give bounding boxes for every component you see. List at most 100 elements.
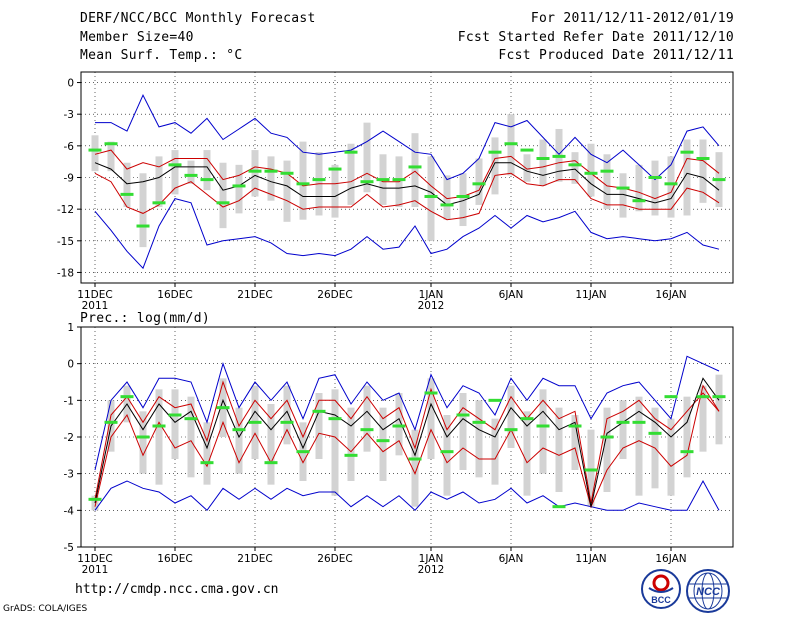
source-url[interactable]: http://cmdp.ncc.cma.gov.cn (75, 582, 279, 597)
ensemble-box (715, 374, 723, 445)
series-line-min (94, 198, 720, 270)
median-marker (392, 178, 406, 182)
variable-label: Mean Surf. Temp.: °C (80, 48, 243, 63)
median-marker (152, 424, 166, 428)
ensemble-box (667, 156, 675, 218)
ensemble-box (587, 143, 595, 197)
series-line-min (94, 479, 720, 512)
median-marker (120, 192, 134, 196)
ensemble-box (379, 407, 387, 481)
ensemble-box (683, 139, 691, 216)
ensemble-box (523, 411, 531, 496)
median-marker (344, 453, 358, 457)
median-marker (136, 224, 150, 228)
median-marker (696, 157, 710, 161)
series-line-max (95, 94, 720, 181)
median-marker (312, 409, 326, 413)
median-marker (552, 154, 566, 158)
median-marker (520, 148, 534, 152)
ensemble-box (443, 175, 451, 220)
ensemble-box (395, 393, 403, 456)
y-tick-label: -1 (64, 395, 74, 407)
ensemble-box (491, 418, 499, 485)
median-marker (488, 398, 502, 402)
ensemble-box (315, 393, 323, 459)
fcst-produced-date: Fcst Produced Date 2011/12/11 (498, 48, 734, 63)
ensemble-box (139, 411, 147, 474)
median-marker (280, 420, 294, 424)
ensemble-box (651, 160, 659, 216)
median-marker (168, 163, 182, 167)
ensemble-box (459, 173, 467, 227)
series-line-mean (94, 377, 720, 507)
median-marker (408, 165, 422, 169)
series-line-upper (94, 380, 720, 504)
x-tick-label: 1JAN (419, 553, 444, 565)
x-tick-year: 2011 (82, 300, 109, 312)
y-tick-label: -5 (64, 542, 74, 554)
ensemble-box (699, 139, 707, 203)
y-tick-label: -12 (57, 204, 74, 216)
x-tick-label: 16DEC (157, 289, 192, 301)
ensemble-box (683, 396, 691, 478)
x-tick-label: 16JAN (655, 289, 686, 301)
median-marker (664, 395, 678, 399)
median-marker (200, 178, 214, 182)
forecast-period: For 2011/12/11-2012/01/19 (530, 11, 734, 26)
median-marker (88, 497, 102, 501)
median-marker (632, 420, 646, 424)
x-tick-label: 16JAN (655, 553, 686, 565)
median-marker (584, 468, 598, 472)
y-tick-label: -18 (57, 267, 74, 279)
ensemble-box (587, 429, 595, 507)
ensemble-box (635, 164, 643, 212)
ensemble-box (635, 396, 643, 496)
ensemble-box (571, 152, 579, 184)
x-tick-label: 21DEC (237, 289, 272, 301)
median-marker (392, 424, 406, 428)
ensemble-box (443, 415, 451, 496)
median-marker (696, 395, 710, 399)
median-marker (568, 163, 582, 167)
median-marker (184, 173, 198, 177)
median-marker (216, 406, 230, 410)
ensemble-box (459, 393, 467, 470)
y-tick-label: 0 (67, 359, 74, 371)
x-tick-label: 11JAN (575, 553, 606, 565)
ensemble-box (235, 407, 243, 474)
median-marker (264, 169, 278, 173)
median-marker (408, 457, 422, 461)
ensemble-box (539, 139, 547, 186)
ensemble-box (235, 164, 243, 214)
median-marker (632, 199, 646, 203)
ensemble-box (187, 160, 195, 184)
series-line-lower (94, 172, 720, 221)
ensemble-box (619, 173, 627, 218)
y-tick-label: -3 (64, 469, 74, 481)
median-marker (344, 150, 358, 154)
y-tick-label: -9 (64, 173, 74, 185)
ensemble-box (283, 160, 291, 222)
x-tick-label: 16DEC (157, 553, 192, 565)
median-marker (472, 420, 486, 424)
y-tick-label: -6 (64, 141, 75, 153)
median-marker (152, 201, 166, 205)
median-marker (104, 420, 118, 424)
median-marker (616, 420, 630, 424)
ensemble-box (107, 141, 115, 172)
ensemble-box (267, 404, 275, 485)
median-marker (280, 171, 294, 175)
ensemble-box (267, 156, 275, 201)
median-marker (424, 391, 438, 395)
ensemble-box (219, 162, 227, 229)
median-marker (376, 178, 390, 182)
ensemble-box (187, 396, 195, 478)
ensemble-box (331, 164, 339, 218)
fcst-started-date: Fcst Started Refer Date 2011/12/10 (457, 30, 734, 45)
median-marker (360, 428, 374, 432)
y-tick-label: -3 (64, 109, 74, 121)
median-marker (600, 435, 614, 439)
median-marker (88, 148, 102, 152)
ensemble-box (699, 385, 707, 452)
